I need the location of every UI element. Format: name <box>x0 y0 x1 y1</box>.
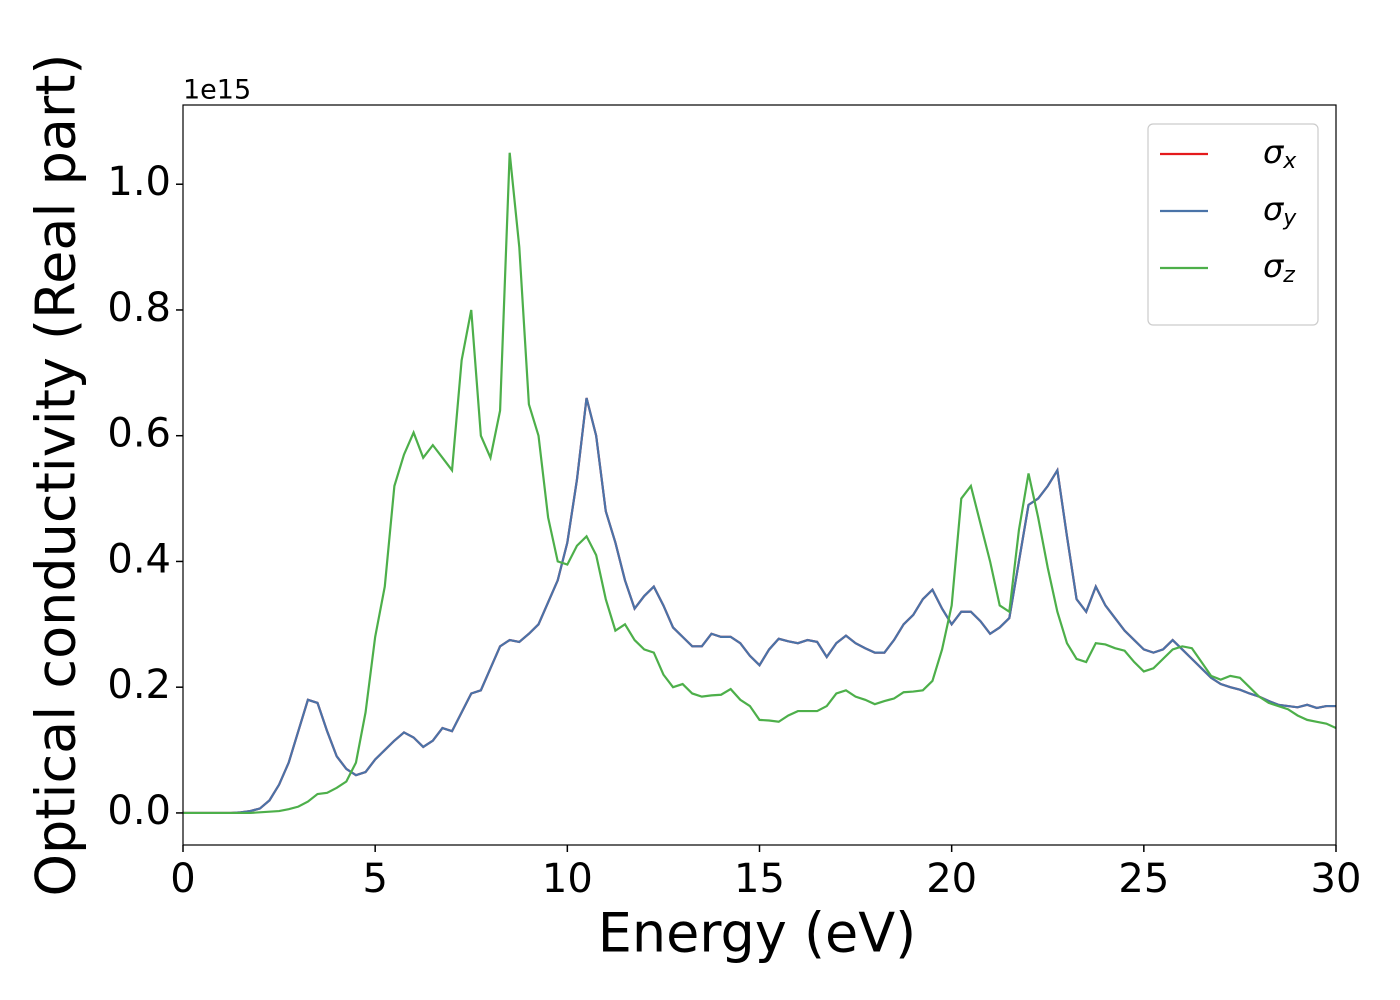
x-tick-label: 20 <box>926 856 977 902</box>
y-axis-label: Optical conductivity (Real part) <box>25 54 88 897</box>
x-tick-label: 25 <box>1118 856 1169 902</box>
x-tick-label: 0 <box>170 856 195 902</box>
legend-label: σz <box>1263 247 1295 288</box>
y-tick-label: 0.8 <box>107 285 171 331</box>
series-line <box>183 397 1336 815</box>
series-line <box>183 152 1336 815</box>
x-tick-label: 10 <box>542 856 593 902</box>
legend-label: σx <box>1263 133 1297 174</box>
legend-label: σy <box>1263 190 1297 231</box>
y-tick-label: 1.0 <box>107 159 171 205</box>
x-axis-label: Energy (eV) <box>598 902 917 965</box>
legend-box <box>1147 123 1319 326</box>
x-tick-label: 5 <box>362 856 387 902</box>
y-tick-label: 0.4 <box>107 536 171 582</box>
series-line <box>183 397 1336 815</box>
y-tick-label: 0.6 <box>107 411 171 457</box>
plot-frame <box>182 104 1337 846</box>
y-tick-label: 0.0 <box>107 788 171 834</box>
y-offset-text: 1e15 <box>183 75 251 106</box>
x-tick-label: 30 <box>1311 856 1362 902</box>
y-tick-label: 0.2 <box>107 662 171 708</box>
x-tick-label: 15 <box>734 856 785 902</box>
